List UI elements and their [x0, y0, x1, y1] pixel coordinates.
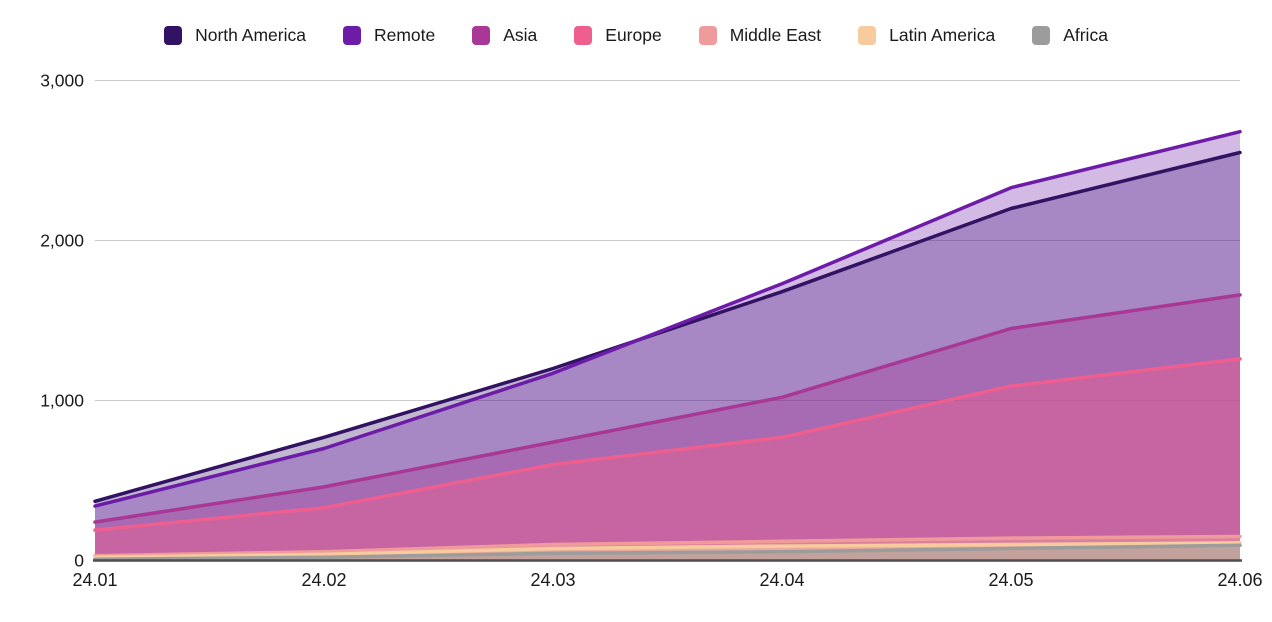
legend-item-north-america[interactable]: North America: [164, 26, 306, 45]
legend-item-asia[interactable]: Asia: [472, 26, 537, 45]
line-asia: [93, 293, 1242, 524]
legend-label-middle-east: Middle East: [729, 24, 822, 45]
legend-item-middle-east[interactable]: Middle East: [698, 24, 822, 45]
y-tick-label-1000: 1,000: [40, 391, 84, 411]
legend-label-europe: Europe: [605, 24, 662, 45]
legend-label-north-america: North America: [195, 24, 306, 45]
area-asia: [95, 294, 1240, 561]
line-latin-america: [93, 541, 1242, 560]
legend-label-remote: Remote: [373, 24, 436, 45]
legend-label-latin-america: Latin America: [889, 24, 996, 45]
area-remote: [95, 131, 1240, 561]
legend-label-asia: Asia: [503, 24, 538, 45]
y-tick-label-2000: 2,000: [40, 231, 84, 251]
legend-swatch-remote: [342, 26, 361, 45]
x-tick-label-24.02: 24.02: [301, 570, 346, 590]
legend-swatch-asia: [472, 26, 491, 45]
line-africa: [93, 543, 1242, 561]
legend-swatch-middle-east: [698, 26, 717, 45]
legend-item-africa[interactable]: Africa: [1032, 26, 1108, 45]
line-europe: [93, 357, 1242, 532]
y-tick-label-3000: 3,000: [40, 71, 84, 91]
legend-swatch-latin-america: [858, 26, 877, 45]
area-north-america: [95, 152, 1240, 561]
chart-legend: North America Remote Asia Europe Middle East…: [0, 26, 1272, 45]
x-tick-label-24.04: 24.04: [759, 570, 804, 590]
x-tick-label-24.06: 24.06: [1217, 570, 1262, 590]
line-middle-east: [93, 534, 1242, 558]
area-europe: [95, 358, 1240, 561]
legend-item-remote[interactable]: Remote: [342, 24, 436, 45]
x-tick-label-24.03: 24.03: [530, 570, 575, 590]
x-tick-label-24.05: 24.05: [988, 570, 1033, 590]
legend-swatch-africa: [1032, 26, 1051, 45]
y-tick-label-0: 0: [74, 551, 84, 571]
legend-swatch-north-america: [164, 26, 183, 45]
legend-item-europe[interactable]: Europe: [574, 24, 662, 45]
line-remote: [93, 129, 1242, 508]
legend-label-africa: Africa: [1063, 24, 1108, 45]
legend-item-latin-america[interactable]: Latin America: [858, 26, 995, 45]
legend-swatch-europe: [574, 26, 593, 45]
x-tick-label-24.01: 24.01: [72, 570, 117, 590]
